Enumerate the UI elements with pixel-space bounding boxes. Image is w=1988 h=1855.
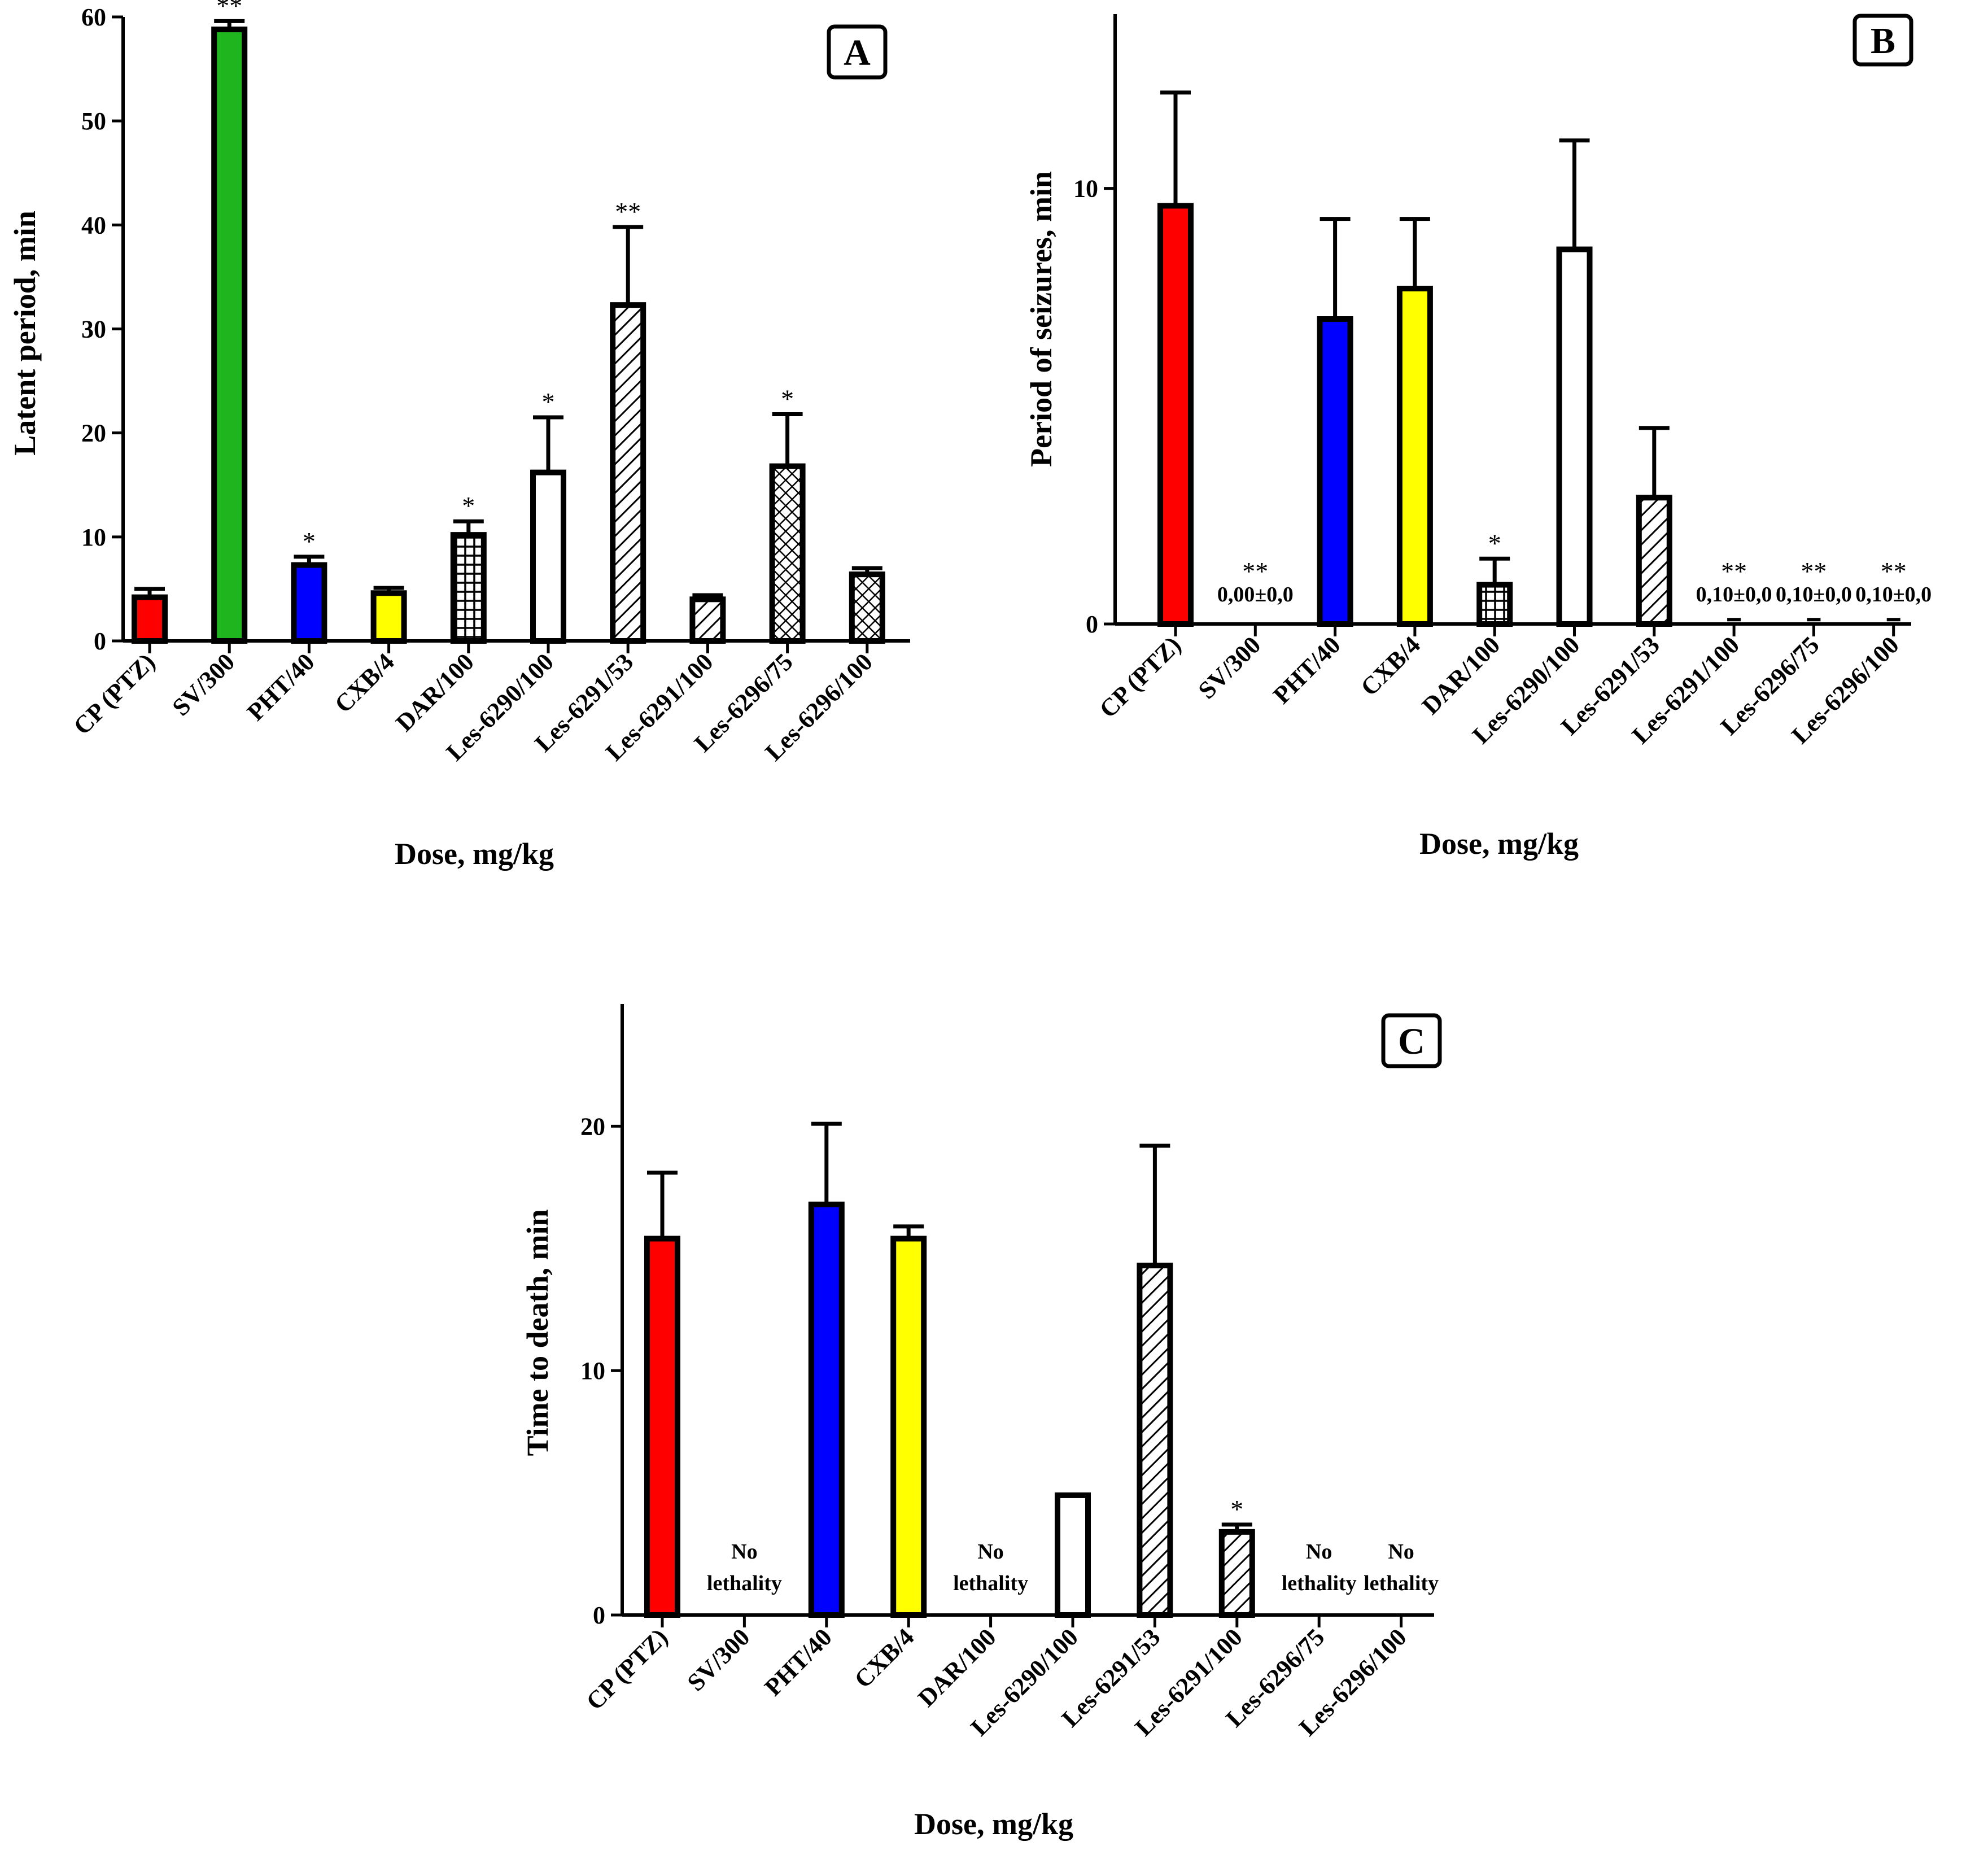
panel-a-category-label: CXB/4 [329,648,400,718]
panel-a-bar [849,571,885,644]
panel-a-y-tick-label: 0 [94,627,106,655]
panel-b-annotation: 0,10±0,0 [1696,583,1772,606]
panel-b-significance: * [1488,529,1501,557]
panel-b-chart: Period of seizures, min Dose, mg/kg B 0 1… [1024,14,1932,861]
panel-a-bar [450,532,487,644]
panel-a-significance: ** [615,197,641,226]
panel-c-letter-box: C [1381,1013,1442,1068]
panel-b-bar [1476,582,1513,627]
panel-c-annotation: No lethality [1282,1540,1357,1595]
panel-b-annotation: 0,10±0,0 [1776,583,1852,606]
panel-a-y-tick-label: 60 [81,3,106,31]
panel-c-bar [644,1236,680,1618]
panel-a-significance: ** [216,0,242,20]
panel-a-y-tick-label: 50 [81,107,106,135]
panel-a-y-tick-label: 10 [81,523,106,551]
panel-c-significance: * [1230,1495,1243,1524]
panel-a-category-label: CP (PTZ) [68,648,160,740]
panel-c-category-label: CXB/4 [849,1623,920,1693]
panel-b-letter: B [1871,20,1895,62]
panel-b-bar [1396,286,1433,627]
panel-a-letter: A [844,32,871,73]
panel-c-annotation: No lethality [707,1540,782,1595]
panel-a-significance: * [542,387,555,416]
panel-a-bar [132,594,168,644]
panel-a-y-axis-title: Latent period, min [8,211,42,456]
panel-a-category-label: PHT/40 [242,648,320,726]
panel-b-annotation: 0,10±0,0 [1855,583,1932,606]
panel-a-category-label: SV/300 [167,648,241,721]
panel-a-x-axis-title: Dose, mg/kg [395,837,554,871]
panel-c-chart: Time to death, min Dose, mg/kg C 0 10 20 CP… [521,1004,1442,1841]
panel-b-significance: ** [1881,557,1907,586]
panel-a-chart: Latent period, min Dose, mg/kg A 0 10 20 30… [8,0,910,871]
panel-c-bar [1137,1263,1173,1618]
panel-a-significance: * [781,385,794,413]
panel-b-category-label: CXB/4 [1355,631,1426,701]
panel-a-y-tick-label: 20 [81,420,106,447]
panel-b-bar [1157,203,1194,627]
panel-b-y-tick-label: 0 [1086,610,1098,638]
panel-b-category-label: CP (PTZ) [1094,631,1186,723]
panel-b-category-label: SV/300 [1193,631,1266,704]
panel-c-y-tick-label: 0 [593,1601,605,1629]
panel-a-significance: * [462,491,475,520]
panel-b-significance: ** [1242,557,1268,586]
panel-b-category-label: PHT/40 [1268,631,1345,709]
panel-c-y-axis-title: Time to death, min [521,1209,554,1456]
panel-c-y-tick-label: 20 [580,1112,605,1140]
panel-a-bar [370,590,407,644]
panel-c-letter: C [1398,1021,1425,1062]
panel-b-bar [1556,246,1593,627]
panel-b-y-axis-title: Period of seizures, min [1024,171,1058,467]
panel-b-significance: ** [1801,557,1827,586]
panel-a-y-tick-label: 40 [81,211,106,239]
panel-a-bar [211,27,248,644]
panel-a-significance: * [303,527,316,556]
panel-b-annotation: 0,00±0,0 [1217,583,1294,606]
panel-c-category-label: SV/300 [682,1623,755,1696]
panel-c-category-label: PHT/40 [759,1623,837,1701]
panel-a-y-tick-label: 30 [81,316,106,343]
panel-c-x-axis-title: Dose, mg/kg [914,1807,1073,1841]
panel-a-bar [610,302,646,644]
panel-c-category-label: CP (PTZ) [581,1623,673,1715]
panel-b-x-axis-title: Dose, mg/kg [1419,827,1579,861]
panel-a-bar [769,463,806,644]
panel-b-y-tick-label: 10 [1073,175,1098,203]
panel-a-bar [291,562,327,644]
panel-c-y-tick-label: 10 [580,1357,605,1385]
panel-b-bar [1636,495,1672,627]
panel-a-bar [689,596,726,644]
panel-c-bar [1055,1492,1091,1618]
panel-c-bar [890,1236,927,1618]
panel-c-annotation: No lethality [953,1540,1028,1595]
panel-a-letter-box: A [827,24,888,80]
panel-b-bar [1317,316,1353,627]
panel-b-significance: ** [1721,557,1747,586]
panel-b-letter-box: B [1852,14,1913,67]
panel-c-bar [808,1201,845,1618]
panel-c-bar [1218,1529,1255,1618]
panel-a-bar [530,469,566,644]
panel-c-annotation: No lethality [1364,1540,1439,1595]
